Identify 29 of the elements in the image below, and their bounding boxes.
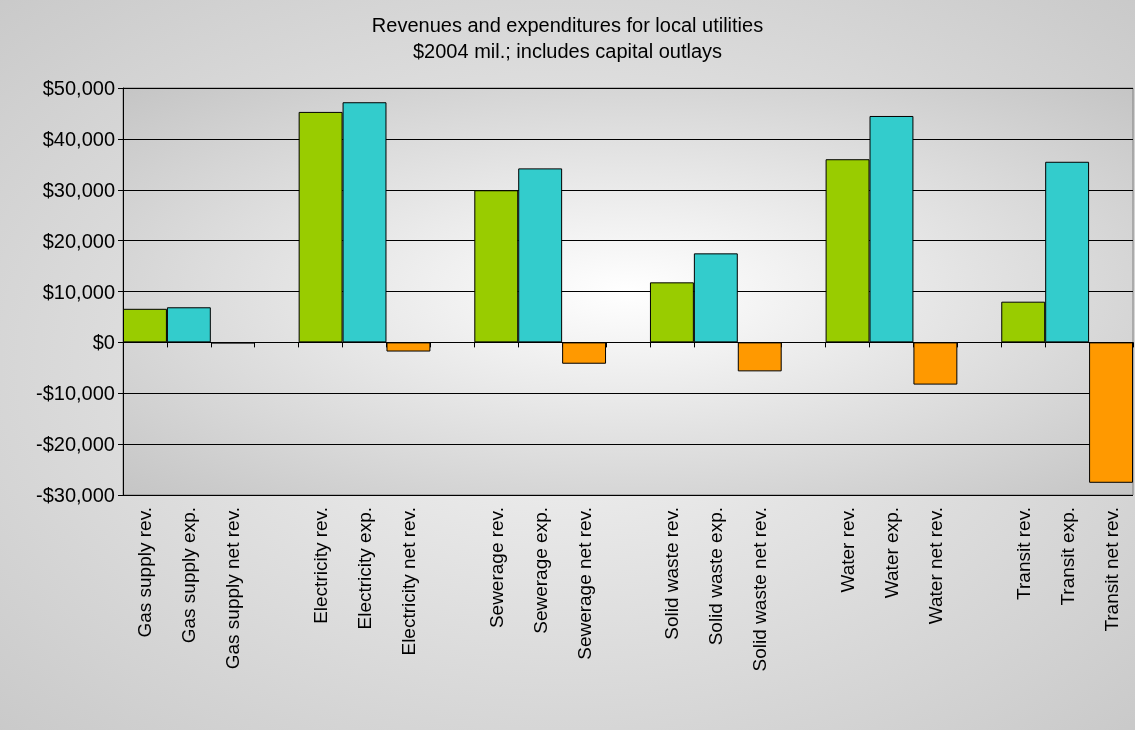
x-tick-label: Solid waste exp. (705, 507, 727, 646)
x-tick-label: Solid waste rev. (661, 507, 683, 640)
x-tick-label: Gas supply exp. (178, 507, 200, 644)
y-tick-label: $20,000 (42, 229, 115, 252)
x-tick-label: Water exp. (880, 507, 902, 599)
chart-title: Revenues and expenditures for local utilities (371, 14, 764, 36)
chart-subtitle: $2004 mil.; includes capital outlays (412, 40, 723, 62)
x-tick-label: Transit exp. (1056, 507, 1078, 606)
x-tick-label: Transit rev. (1012, 507, 1034, 600)
x-tick-label: Water rev. (837, 507, 859, 593)
x-tick-label: Transit net rev. (1100, 507, 1122, 632)
x-tick-label: Sewerage rev. (485, 507, 507, 629)
y-tick-label: $50,000 (42, 77, 115, 99)
y-tick-label: $10,000 (42, 280, 115, 303)
y-tick-label: $30,000 (42, 178, 115, 201)
x-tick-label: Electricity net rev. (397, 507, 419, 656)
x-tick-label: Gas supply rev. (134, 507, 156, 638)
y-tick-label: $40,000 (42, 127, 115, 150)
x-tick-label: Gas supply net rev. (222, 507, 244, 670)
y-tick-label: -$10,000 (36, 382, 115, 405)
x-tick-label: Solid waste net rev. (749, 507, 771, 672)
y-tick-label: -$30,000 (36, 484, 115, 506)
x-tick-label: Electricity rev. (310, 507, 332, 624)
x-tick-label: Water net rev. (924, 507, 946, 625)
y-tick-label: -$20,000 (36, 433, 115, 456)
y-tick-label: $0 (92, 331, 115, 354)
x-tick-label: Sewerage net rev. (573, 507, 595, 660)
x-tick-label: Sewerage exp. (529, 507, 551, 634)
x-tick-label: Electricity exp. (354, 507, 376, 630)
